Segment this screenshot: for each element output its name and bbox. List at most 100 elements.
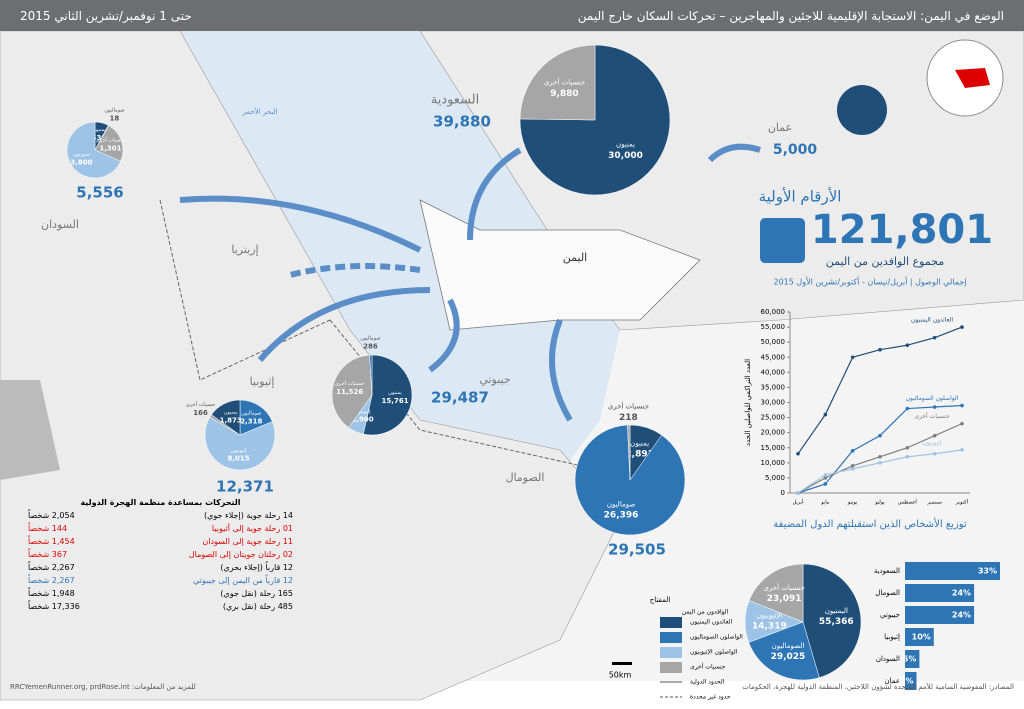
map-label: 5,556 bbox=[76, 184, 123, 202]
table-title: التحركات بمساعدة منظمة الهجرة الدولية bbox=[80, 498, 241, 507]
pie-slice bbox=[574, 424, 686, 536]
pie-slice bbox=[748, 563, 804, 623]
y-axis-label: العدد التراكمي للواصلين الجدد bbox=[744, 359, 752, 446]
pie-slice bbox=[802, 563, 862, 678]
legend-item: الواصلون الصوماليون bbox=[690, 634, 743, 641]
point bbox=[850, 467, 855, 471]
pie-slice bbox=[94, 125, 110, 151]
point bbox=[878, 347, 882, 352]
pie-category: صوماليون bbox=[360, 336, 380, 342]
series-label: الواصلون الصوماليون bbox=[906, 395, 959, 402]
legend-title: المفتاح bbox=[650, 596, 670, 604]
map-label: 29,487 bbox=[431, 389, 489, 407]
series-label: العائدون اليمنيون bbox=[911, 317, 953, 324]
table-cell: 165 رحلة (نقل جوي) bbox=[220, 589, 293, 598]
bar-category: السعودية bbox=[874, 567, 900, 575]
pie-category: يمنيون bbox=[388, 390, 402, 396]
bar-label: 24% bbox=[952, 589, 971, 598]
point bbox=[823, 412, 828, 417]
bar-category: الصومال bbox=[875, 589, 900, 597]
pie-category: إثيوبيون bbox=[355, 409, 372, 415]
point bbox=[932, 335, 937, 340]
pie-category: جنسيات أخرى bbox=[186, 401, 216, 408]
y-tick-label: 25,000 bbox=[761, 414, 786, 422]
table-cell: 2,054 شخصاً bbox=[28, 511, 75, 520]
table-row: 11 رحلة جوية إلى السودان 1,454 شخصاً bbox=[28, 535, 293, 548]
pie-value: 2,318 bbox=[240, 418, 262, 426]
globe-region bbox=[955, 68, 990, 88]
globe bbox=[926, 39, 1004, 117]
map-label: الصومال bbox=[506, 471, 545, 484]
table-rows: 14 رحلة جوية (إجلاء جوي) 2,054 شخصاً 01 رح… bbox=[28, 509, 293, 613]
people-icon bbox=[760, 218, 805, 263]
pie-value: 1,301 bbox=[99, 144, 121, 152]
borders bbox=[159, 199, 601, 471]
movements-table: التحركات بمساعدة منظمة الهجرة الدولية 14… bbox=[28, 496, 293, 613]
table-cell: 12 قارباً من اليمن إلى جيبوتي bbox=[193, 576, 293, 585]
pie-slice bbox=[627, 424, 631, 481]
table-cell: 14 رحلة جوية (إجلاء جوي) bbox=[204, 511, 293, 520]
x-tick-label: يونيو bbox=[847, 500, 858, 506]
pie-value: 218 bbox=[619, 413, 638, 423]
y-tick-label: 60,000 bbox=[761, 308, 786, 316]
x-tick-label: سبتمبر bbox=[926, 500, 941, 506]
pie-category: يمنيون bbox=[92, 127, 106, 133]
map-label: إثيوبيا bbox=[250, 375, 275, 388]
table-cell: 02 رحلتان جويتان إلى الصومال bbox=[188, 550, 293, 559]
point bbox=[905, 445, 910, 450]
y-tick-label: 30,000 bbox=[761, 399, 786, 407]
pie-slice bbox=[211, 399, 241, 436]
key-title: الأرقام الأولية bbox=[759, 187, 842, 206]
point bbox=[823, 473, 828, 477]
bar bbox=[905, 606, 975, 624]
x-tick-label: أكتوبر bbox=[955, 499, 969, 506]
pie-category: يمنيون bbox=[630, 439, 649, 447]
bar bbox=[905, 650, 920, 668]
pie-slice bbox=[363, 354, 413, 436]
pie-slice bbox=[519, 44, 671, 196]
pie-category: جنسيات أخرى bbox=[96, 137, 126, 144]
series-line bbox=[797, 326, 963, 455]
pie-value: 1,873 bbox=[220, 416, 242, 424]
scale-bar bbox=[612, 662, 632, 665]
table-cell: 01 رحلة جوية إلى أثيوبيا bbox=[211, 524, 293, 533]
oman-circle bbox=[837, 85, 887, 135]
table-cell: 1,948 شخصاً bbox=[28, 589, 75, 598]
series-label: إثيوبيون bbox=[922, 439, 942, 446]
pie-value: 30,000 bbox=[608, 151, 643, 161]
bar bbox=[905, 628, 934, 646]
pie-value: 286 bbox=[363, 343, 378, 351]
sources: المصادر: المفوضية السامية للأمم المتحدة … bbox=[742, 683, 1014, 691]
point bbox=[850, 464, 855, 468]
point bbox=[905, 455, 910, 459]
pie-value: 9,880 bbox=[550, 89, 578, 99]
table-row: 02 رحلتان جويتان إلى الصومال 367 شخصاً bbox=[28, 548, 293, 561]
series-label: جنسيات أخرى bbox=[914, 412, 950, 420]
map-label: اليمن bbox=[563, 251, 587, 264]
map-label: 29,505 bbox=[608, 541, 666, 559]
map-label: جيبوتي bbox=[479, 373, 510, 386]
table-cell: 144 شخصاً bbox=[28, 524, 68, 533]
x-tick-label: مايو bbox=[820, 500, 829, 506]
series-line bbox=[797, 449, 963, 494]
pie-value: 18 bbox=[110, 115, 120, 123]
y-tick-label: 50,000 bbox=[761, 338, 786, 346]
map-label: 12,371 bbox=[216, 478, 274, 496]
bar-label: 33% bbox=[978, 567, 997, 576]
table-cell: 2,267 شخصاً bbox=[28, 563, 75, 572]
date: حتى 1 نوفمبر/تشرين الثاني 2015 bbox=[20, 8, 192, 23]
pie-value: 23,091 bbox=[767, 594, 802, 604]
y-tick-label: 20,000 bbox=[761, 429, 786, 437]
series-line bbox=[797, 404, 963, 494]
table-row: 165 رحلة (نقل جوي) 1,948 شخصاً bbox=[28, 587, 293, 600]
point bbox=[796, 491, 800, 495]
pie-value: 14,319 bbox=[752, 622, 787, 632]
table-row: 14 رحلة جوية (إجلاء جوي) 2,054 شخصاً bbox=[28, 509, 293, 522]
pie-category: جنسيات أخرى bbox=[763, 583, 804, 592]
footer: المصادر: المفوضية السامية للأمم المتحدة … bbox=[10, 683, 1014, 691]
pie-category: سوريون bbox=[73, 151, 90, 157]
y-tick-label: 0 bbox=[781, 489, 785, 497]
legend-item: الواصلون الإثيوبيون bbox=[690, 649, 738, 656]
pie-category: صوماليون bbox=[607, 500, 636, 508]
point bbox=[905, 406, 910, 411]
